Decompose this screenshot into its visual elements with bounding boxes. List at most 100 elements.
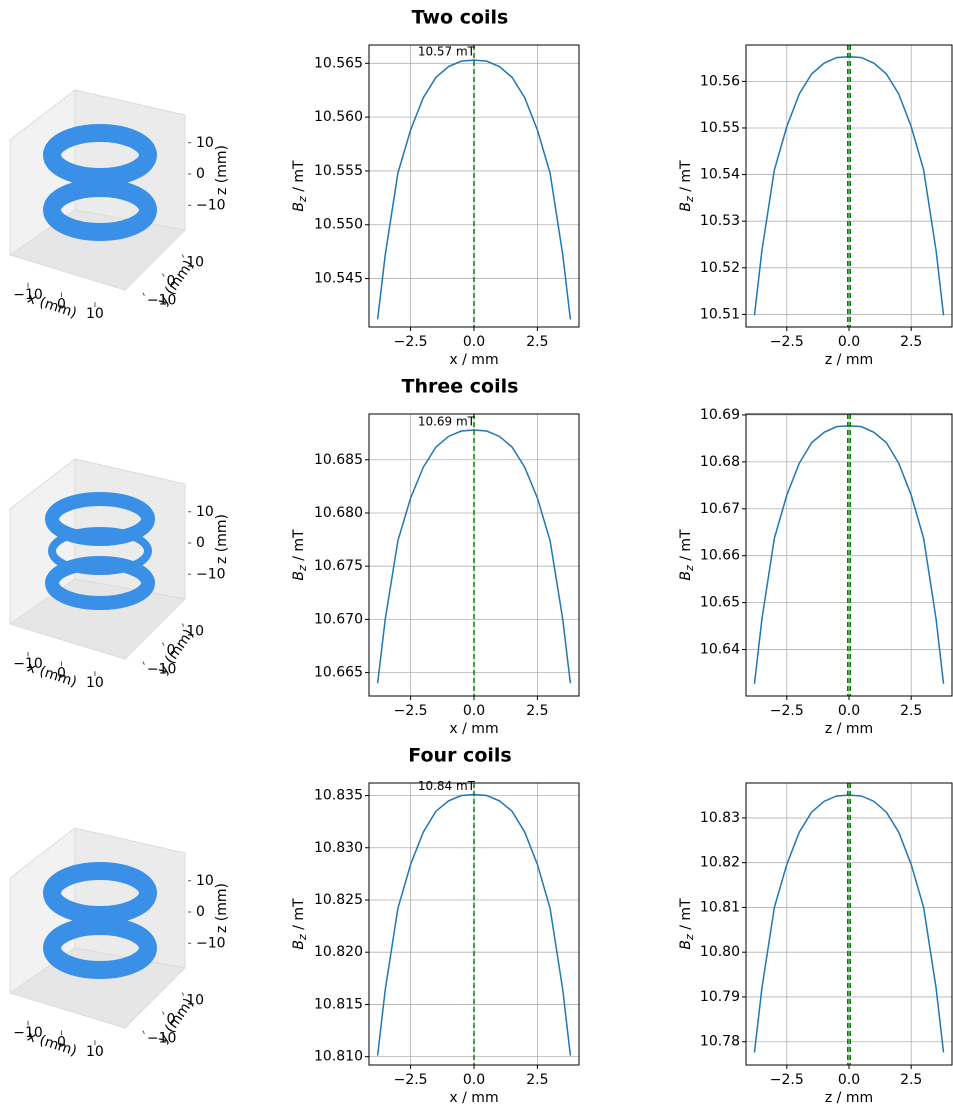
y-axis-label-part: / mT bbox=[291, 898, 307, 934]
y-axis-label-part: B bbox=[291, 940, 307, 950]
x-tick-label: −2.5 bbox=[394, 1072, 428, 1088]
y-tick-label: 10.79 bbox=[700, 989, 740, 1005]
y-tick-label: 10.665 bbox=[314, 665, 363, 681]
x-tick-label: 2.5 bbox=[900, 703, 922, 719]
x-axis-label: z / mm bbox=[825, 352, 873, 368]
tick-mark bbox=[163, 1012, 165, 1015]
y-axis-label-part: B bbox=[291, 571, 307, 581]
tick-mark bbox=[143, 293, 145, 296]
tick-mark bbox=[143, 1031, 145, 1034]
y-tick-label: 10.64 bbox=[700, 642, 740, 658]
y-tick-label: 10.545 bbox=[314, 271, 363, 287]
x-tick-label: 0.0 bbox=[463, 1072, 485, 1088]
y-tick-label: 10.52 bbox=[700, 260, 740, 276]
z-tick-label: 0 bbox=[196, 535, 205, 551]
y-tick-label: 10.565 bbox=[314, 55, 363, 71]
x-tick-label: 10 bbox=[86, 1044, 104, 1060]
y-tick-label: 10.69 bbox=[700, 407, 740, 423]
tick-mark bbox=[182, 254, 184, 257]
z-axis-label: z (mm) bbox=[214, 514, 230, 564]
tick-mark bbox=[163, 643, 165, 646]
row-title: Three coils bbox=[402, 376, 519, 398]
y-axis-label-part: / mT bbox=[678, 529, 694, 565]
y-axis-label: Bz / mT bbox=[291, 898, 309, 950]
y-tick-label: 10.830 bbox=[314, 840, 363, 856]
y-tick-label: 10.51 bbox=[700, 306, 740, 322]
x-tick-label: 0.0 bbox=[463, 703, 485, 719]
y-tick-label: 10.53 bbox=[700, 213, 740, 229]
figure: −10010−10010−10010x (mm)y (mm)z (mm)Two … bbox=[0, 0, 953, 1110]
y-tick-label: 10.65 bbox=[700, 595, 740, 611]
y-tick-label: 10.670 bbox=[314, 611, 363, 627]
z-axis-label: z (mm) bbox=[214, 883, 230, 933]
x-tick-label: 0.0 bbox=[838, 703, 860, 719]
pane bbox=[75, 828, 185, 968]
y-axis-label-part: B bbox=[678, 571, 694, 581]
tick-mark bbox=[182, 992, 184, 995]
y-tick-label: 10.82 bbox=[700, 855, 740, 871]
y-axis-label: Bz / mT bbox=[678, 160, 696, 212]
y-tick-label: 10.80 bbox=[700, 944, 740, 960]
y-axis-label: Bz / mT bbox=[291, 529, 309, 581]
y-axis-label: Bz / mT bbox=[678, 529, 696, 581]
tick-mark bbox=[182, 623, 184, 626]
x-axis-label: x / mm bbox=[449, 1090, 498, 1106]
y-axis-label-part: / mT bbox=[291, 160, 307, 196]
row-title: Four coils bbox=[408, 745, 511, 767]
y-axis-label: Bz / mT bbox=[678, 898, 696, 950]
x-axis-label: x (mm) bbox=[25, 291, 78, 322]
x-tick-label: 10 bbox=[86, 675, 104, 691]
y-axis-label-part: B bbox=[678, 202, 694, 212]
y-tick-label: 10.835 bbox=[314, 788, 363, 804]
annotation: 10.84 mT bbox=[418, 779, 476, 793]
x-tick-label: 2.5 bbox=[526, 703, 548, 719]
x-axis-label: x / mm bbox=[449, 352, 498, 368]
y-tick-label: 10.55 bbox=[700, 120, 740, 136]
y-tick-label: 10.675 bbox=[314, 558, 363, 574]
y-tick-label: 10.54 bbox=[700, 167, 740, 183]
y-axis-label-part: / mT bbox=[291, 529, 307, 565]
z-tick-label: 0 bbox=[196, 904, 205, 920]
x-tick-label: −2.5 bbox=[394, 334, 428, 350]
x-axis-label: x (mm) bbox=[25, 660, 78, 691]
tick-mark bbox=[143, 662, 145, 665]
x-tick-label: 10 bbox=[86, 306, 104, 322]
y-axis-label-part: / mT bbox=[678, 898, 694, 934]
x-axis-label: x / mm bbox=[449, 721, 498, 737]
y-tick-label: 10.67 bbox=[700, 501, 740, 517]
y-tick-label: 10.555 bbox=[314, 163, 363, 179]
z-tick-label: −10 bbox=[196, 197, 226, 213]
x-tick-label: −2.5 bbox=[770, 703, 804, 719]
z-tick-label: 10 bbox=[196, 135, 214, 151]
tick-mark bbox=[163, 274, 165, 277]
y-tick-label: 10.550 bbox=[314, 217, 363, 233]
y-tick-label: 10.56 bbox=[700, 73, 740, 89]
y-axis-label: Bz / mT bbox=[291, 160, 309, 212]
annotation: 10.69 mT bbox=[418, 414, 476, 428]
y-tick-label: 10.815 bbox=[314, 996, 363, 1012]
y-axis-label-part: B bbox=[291, 202, 307, 212]
y-axis-label-part: / mT bbox=[678, 160, 694, 196]
y-tick-label: 10.83 bbox=[700, 810, 740, 826]
y-tick-label: 10.685 bbox=[314, 452, 363, 468]
x-tick-label: 2.5 bbox=[900, 1072, 922, 1088]
x-tick-label: 2.5 bbox=[900, 334, 922, 350]
pane bbox=[75, 90, 185, 230]
x-tick-label: 2.5 bbox=[526, 1072, 548, 1088]
z-tick-label: 0 bbox=[196, 166, 205, 182]
z-axis-label: z (mm) bbox=[214, 145, 230, 195]
x-axis-label: z / mm bbox=[825, 721, 873, 737]
annotation: 10.57 mT bbox=[418, 45, 476, 59]
y-tick-label: 10.560 bbox=[314, 109, 363, 125]
z-tick-label: 10 bbox=[196, 873, 214, 889]
y-tick-label: 10.680 bbox=[314, 505, 363, 521]
y-tick-label: 10.81 bbox=[700, 899, 740, 915]
x-tick-label: 0.0 bbox=[838, 1072, 860, 1088]
x-tick-label: 0.0 bbox=[838, 334, 860, 350]
x-tick-label: −2.5 bbox=[770, 1072, 804, 1088]
x-tick-label: 0.0 bbox=[463, 334, 485, 350]
x-tick-label: −2.5 bbox=[394, 703, 428, 719]
y-tick-label: 10.78 bbox=[700, 1034, 740, 1050]
x-tick-label: 2.5 bbox=[526, 334, 548, 350]
y-tick-label: 10.820 bbox=[314, 944, 363, 960]
